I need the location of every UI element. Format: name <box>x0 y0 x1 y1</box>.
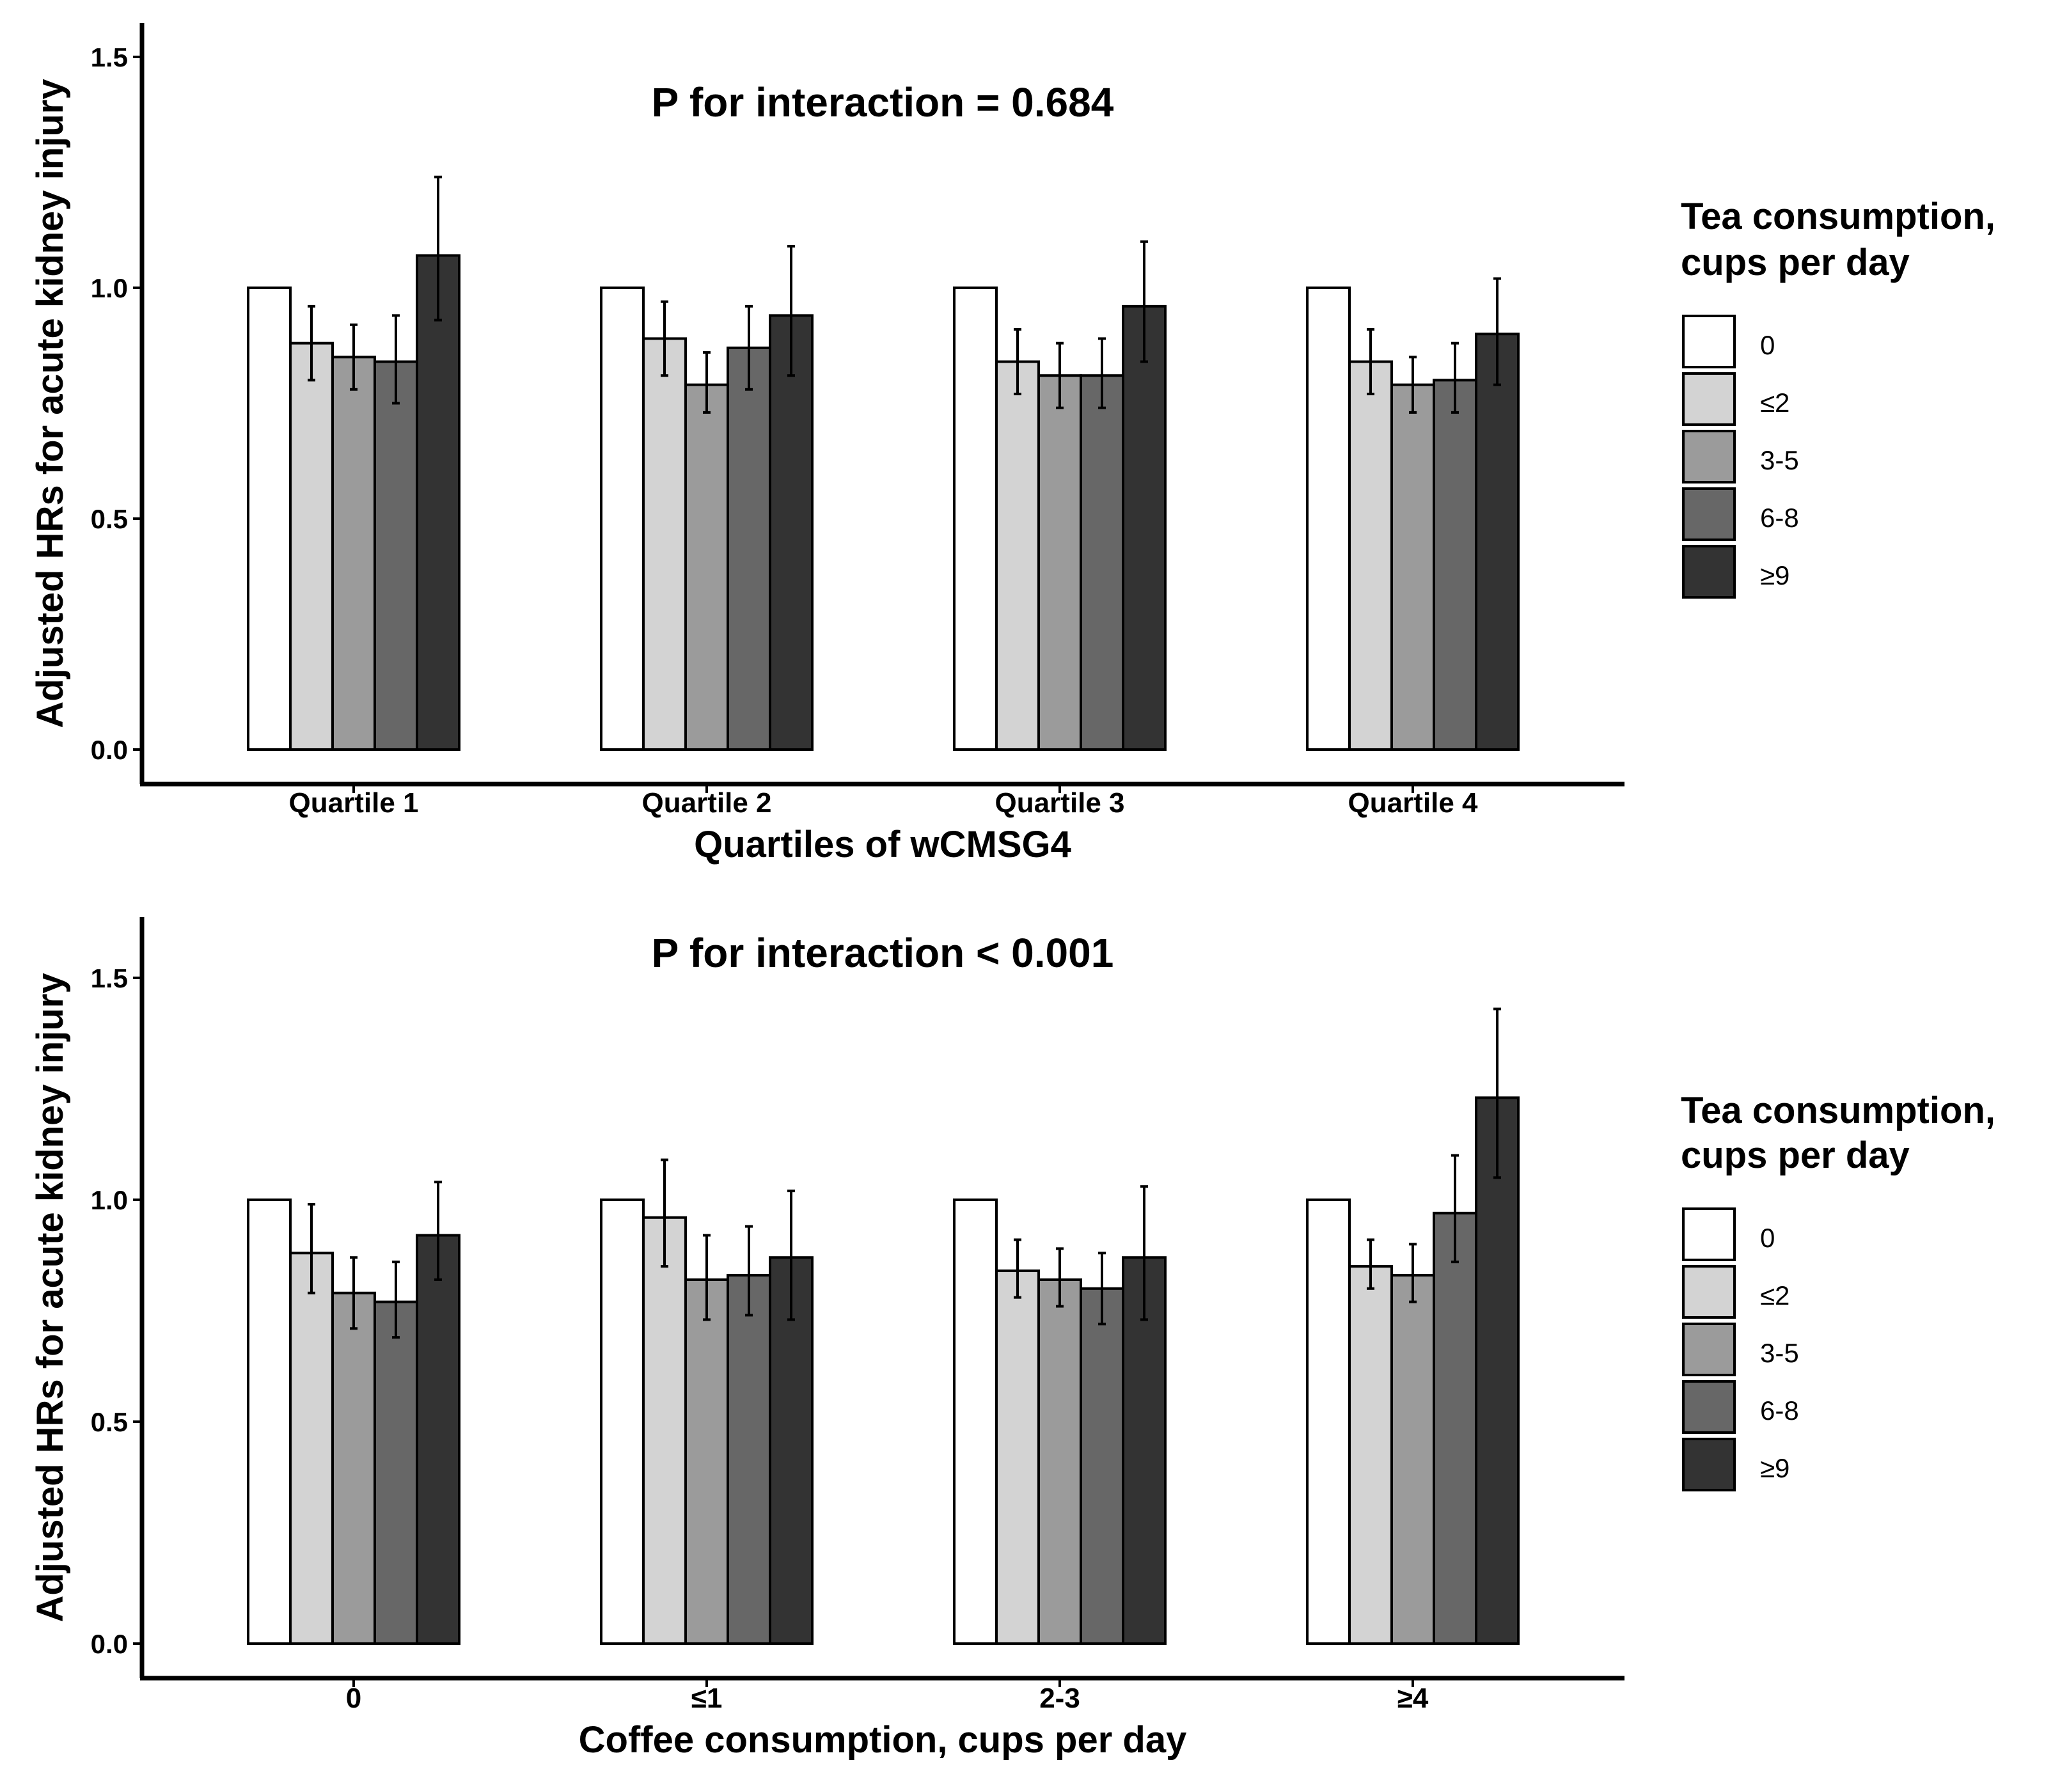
chart-panel-1: P for interaction = 0.684 0.0 0.5 1.0 1.5 Adj… <box>29 23 1995 865</box>
y-axis-label: Adjusted HRs for acute kidney injury <box>29 973 71 1622</box>
bar <box>1475 1096 1520 1645</box>
bar <box>1475 333 1520 751</box>
x-tick-label: 2-3 <box>1039 1683 1080 1714</box>
bar <box>1080 1287 1124 1646</box>
legend-item-label: 3-5 <box>1760 1338 1799 1368</box>
bar <box>684 1278 729 1646</box>
bar <box>1037 1278 1082 1646</box>
legend-swatch <box>1682 430 1736 483</box>
y-tick-label: 0.5 <box>91 504 128 534</box>
legend-title: Tea consumption, <box>1681 1090 1995 1131</box>
bar-group <box>247 175 460 751</box>
legend-swatch <box>1682 372 1736 426</box>
bar <box>1433 1211 1477 1645</box>
bar <box>642 1216 687 1645</box>
bar-group <box>600 1158 814 1646</box>
y-tick-label: 0.0 <box>91 1629 128 1659</box>
x-tick-label: Quartile 3 <box>995 787 1125 819</box>
legend: Tea consumption, cups per day 0 ≤2 3-5 6-8 ≥9 <box>1681 196 1995 599</box>
legend-item-label: 6-8 <box>1760 1395 1799 1426</box>
bar <box>247 287 292 751</box>
bar <box>995 1269 1040 1646</box>
bar-group <box>247 1181 460 1645</box>
bar <box>1122 304 1167 751</box>
legend-item-label: ≥9 <box>1760 560 1789 590</box>
y-tick-label: 1.5 <box>91 963 128 993</box>
interaction-p-value: P for interaction < 0.001 <box>652 930 1114 976</box>
x-axis-label: Coffee consumption, cups per day <box>579 1719 1187 1761</box>
bar <box>289 342 334 751</box>
legend-item-label: ≤2 <box>1760 1280 1789 1310</box>
legend-item-label: ≤2 <box>1760 388 1789 418</box>
y-tick-label: 0.0 <box>91 735 128 765</box>
bar <box>1080 374 1124 751</box>
x-tick-label: Quartile 2 <box>642 787 772 819</box>
x-tick-label: Quartile 1 <box>289 787 419 819</box>
x-tick-label: ≤1 <box>691 1683 723 1714</box>
legend-item-label: 0 <box>1760 1223 1775 1253</box>
legend-title: Tea consumption, <box>1681 196 1995 237</box>
legend-item-label: 0 <box>1760 330 1775 360</box>
legend-swatch <box>1682 1380 1736 1434</box>
bar-group <box>1306 1007 1520 1645</box>
bar <box>331 356 376 751</box>
bar <box>1390 383 1435 751</box>
legend-swatch <box>1682 487 1736 541</box>
legend-swatch <box>1682 315 1736 368</box>
bar-group <box>600 245 814 751</box>
bar <box>331 1291 376 1645</box>
y-tick-label: 1.0 <box>91 273 128 303</box>
y-tick-label: 1.5 <box>91 42 128 72</box>
bar <box>1348 360 1393 751</box>
y-axis-label: Adjusted HRs for acute kidney injury <box>29 79 71 728</box>
legend: Tea consumption, cups per day 0 ≤2 3-5 6-8 ≥9 <box>1681 1090 1995 1491</box>
bar <box>727 346 771 751</box>
bar <box>1390 1273 1435 1645</box>
bar <box>1037 374 1082 751</box>
bar <box>953 287 998 751</box>
x-tick-label: 0 <box>346 1683 361 1714</box>
x-tick-label: Quartile 4 <box>1348 787 1478 819</box>
bar <box>1433 379 1477 751</box>
bar <box>416 1234 460 1645</box>
bar <box>600 287 645 751</box>
legend-swatch <box>1682 545 1736 599</box>
bar <box>416 254 460 751</box>
bar <box>600 1199 645 1645</box>
bar <box>1348 1265 1393 1645</box>
bar <box>289 1252 334 1645</box>
bar <box>995 360 1040 751</box>
bar-group <box>953 240 1167 751</box>
legend-swatch <box>1682 1323 1736 1376</box>
legend-swatch <box>1682 1438 1736 1491</box>
legend-swatch <box>1682 1207 1736 1261</box>
bar <box>374 360 418 751</box>
bar <box>684 383 729 751</box>
chart-panel-2: P for interaction < 0.001 0.0 0.5 1.0 1.5 Adj… <box>29 917 1995 1761</box>
x-axis-label: Quartiles of wCMSG4 <box>694 824 1071 865</box>
legend-swatch <box>1682 1265 1736 1319</box>
bar-group <box>1306 277 1520 751</box>
y-tick-label: 1.0 <box>91 1185 128 1215</box>
bar <box>374 1300 418 1645</box>
bar <box>769 314 814 751</box>
interaction-p-value: P for interaction = 0.684 <box>652 79 1114 125</box>
legend-item-label: 3-5 <box>1760 445 1799 475</box>
bar <box>1306 287 1351 751</box>
legend-title: cups per day <box>1681 242 1910 283</box>
x-tick-label: ≥4 <box>1397 1683 1429 1714</box>
legend-item-label: 6-8 <box>1760 503 1799 533</box>
bar <box>953 1199 998 1645</box>
bar <box>1306 1199 1351 1645</box>
bar-group <box>953 1185 1167 1646</box>
bar <box>1122 1256 1167 1645</box>
bar <box>642 337 687 751</box>
bar <box>727 1273 771 1645</box>
y-tick-label: 0.5 <box>91 1407 128 1437</box>
bar <box>247 1199 292 1645</box>
legend-item-label: ≥9 <box>1760 1453 1789 1483</box>
legend-title: cups per day <box>1681 1135 1910 1176</box>
